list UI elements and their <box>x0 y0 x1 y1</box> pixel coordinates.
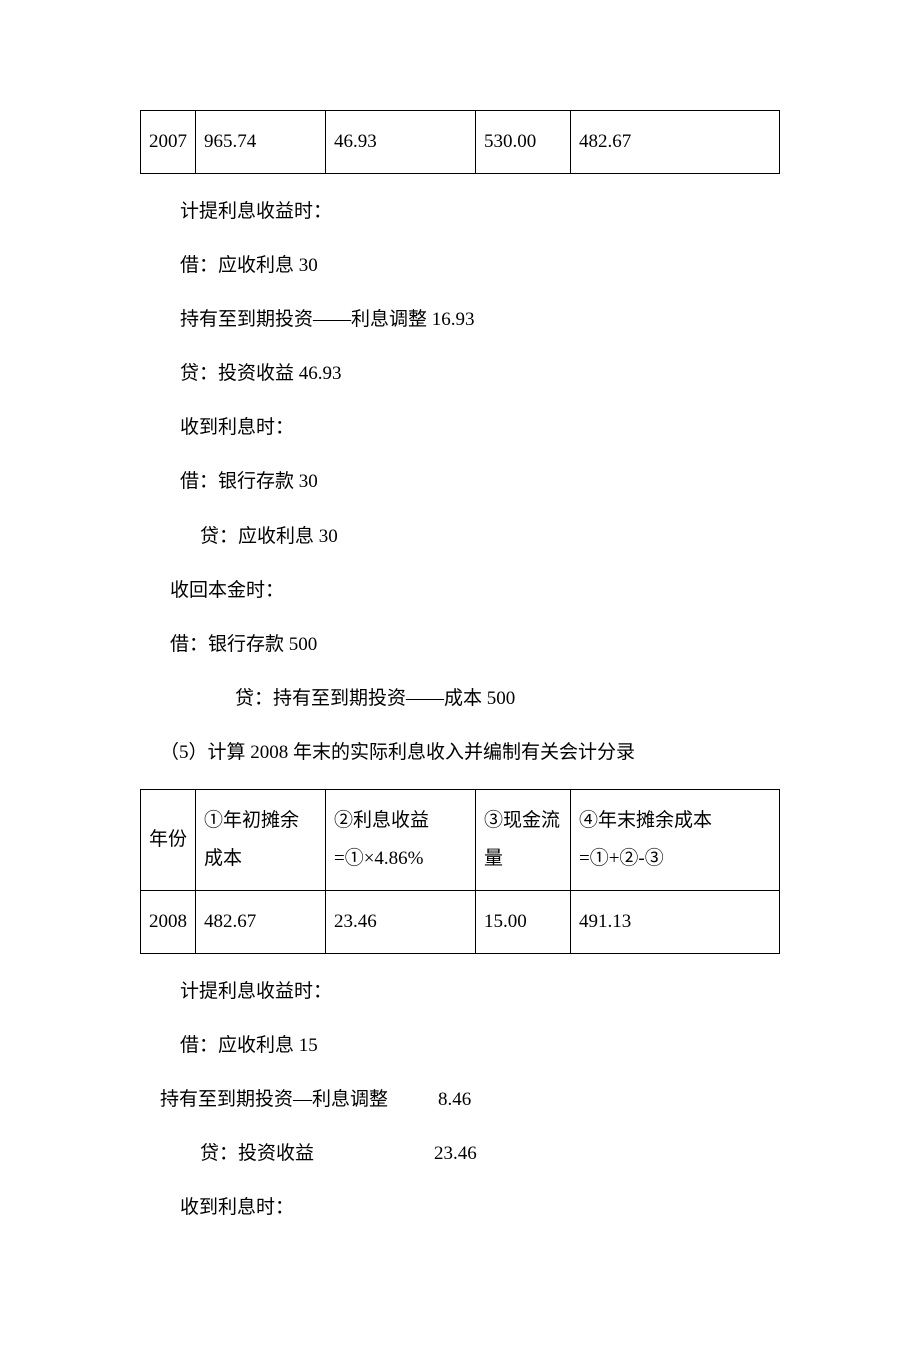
text-debit-receivable-2: 借：应收利息 15 <box>140 1028 780 1064</box>
cell-interest-income: 46.93 <box>326 111 476 174</box>
text-accrue-interest-heading: 计提利息收益时： <box>140 194 780 230</box>
text-held-to-maturity-adj: 持有至到期投资——利息调整 16.93 <box>140 302 780 338</box>
label-inv-income: 贷：投资收益 <box>200 1143 314 1164</box>
text-accrue-interest-heading-2: 计提利息收益时： <box>140 974 780 1010</box>
header-year: 年份 <box>141 790 196 891</box>
text-debit-bank-principal: 借：银行存款 500 <box>140 627 780 663</box>
table-row: 2008 482.67 23.46 15.00 491.13 <box>141 891 780 954</box>
text-recover-principal-heading: 收回本金时： <box>140 573 780 609</box>
cell-begin-cost: 482.67 <box>196 891 326 954</box>
text-debit-bank-deposit: 借：银行存款 30 <box>140 464 780 500</box>
header-cash-flow: ③现金流量 <box>476 790 571 891</box>
text-receive-interest-heading-2: 收到利息时： <box>140 1190 780 1226</box>
header-begin-cost: ①年初摊余成本 <box>196 790 326 891</box>
table-2008: 年份 ①年初摊余成本 ②利息收益=①×4.86% ③现金流量 ④年末摊余成本=①… <box>140 789 780 954</box>
text-debit-receivable: 借：应收利息 30 <box>140 248 780 284</box>
value-inv-income: 23.46 <box>434 1143 477 1164</box>
text-credit-investment-income-2: 贷：投资收益 23.46 <box>140 1136 780 1172</box>
text-credit-investment-income: 贷：投资收益 46.93 <box>140 356 780 392</box>
cell-interest-income: 23.46 <box>326 891 476 954</box>
text-question-5: （5）计算 2008 年末的实际利息收入并编制有关会计分录 <box>140 735 780 771</box>
label-htm-adj: 持有至到期投资—利息调整 <box>160 1089 388 1110</box>
cell-end-cost: 482.67 <box>571 111 780 174</box>
table-header-row: 年份 ①年初摊余成本 ②利息收益=①×4.86% ③现金流量 ④年末摊余成本=①… <box>141 790 780 891</box>
cell-cash-flow: 530.00 <box>476 111 571 174</box>
cell-begin-cost: 965.74 <box>196 111 326 174</box>
header-end-cost: ④年末摊余成本=①+②-③ <box>571 790 780 891</box>
text-receive-interest-heading: 收到利息时： <box>140 410 780 446</box>
header-interest-income: ②利息收益=①×4.86% <box>326 790 476 891</box>
text-credit-receivable: 贷：应收利息 30 <box>140 519 780 555</box>
cell-end-cost: 491.13 <box>571 891 780 954</box>
text-credit-held-to-maturity-cost: 贷：持有至到期投资——成本 500 <box>140 681 780 717</box>
cell-year: 2008 <box>141 891 196 954</box>
table-row: 2007 965.74 46.93 530.00 482.67 <box>141 111 780 174</box>
cell-cash-flow: 15.00 <box>476 891 571 954</box>
value-htm-adj: 8.46 <box>438 1089 471 1110</box>
table-2007: 2007 965.74 46.93 530.00 482.67 <box>140 110 780 174</box>
text-held-to-maturity-adj-2: 持有至到期投资—利息调整 8.46 <box>140 1082 780 1118</box>
cell-year: 2007 <box>141 111 196 174</box>
